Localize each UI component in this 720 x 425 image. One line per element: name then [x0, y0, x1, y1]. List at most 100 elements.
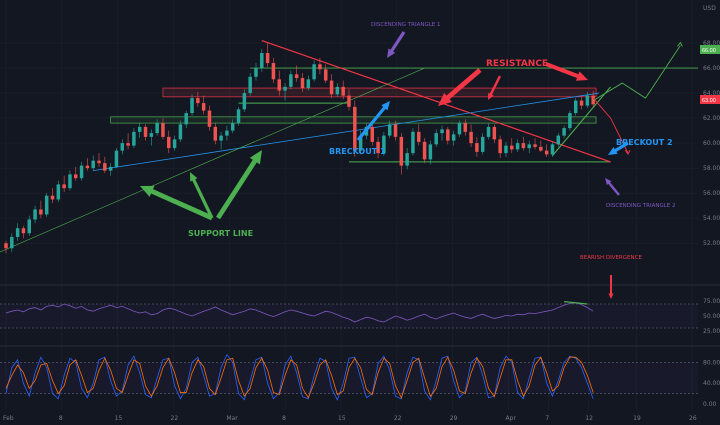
stoch-tick-label: 0.00	[703, 401, 717, 408]
price-tick-label: 64.00	[703, 90, 720, 97]
time-tick-label: Apr	[506, 415, 517, 422]
candle-body	[556, 135, 561, 145]
descending-triangle-2-label: DISCENDING TRIANGLE 2	[606, 203, 676, 209]
resistance-zone	[162, 87, 597, 98]
rsi-tick-label: 25.00	[703, 328, 720, 335]
breakout-2-label: BRECKOUT 2	[616, 138, 673, 147]
candle-body	[335, 86, 340, 95]
candle-body	[376, 141, 380, 154]
candle-body	[103, 163, 107, 171]
rsi-line	[5, 302, 594, 323]
price-tick-label: 60.00	[703, 140, 720, 147]
candle-body	[236, 109, 241, 124]
candle-body	[79, 165, 84, 179]
candle-body	[289, 74, 293, 87]
candle-body	[230, 123, 235, 131]
candle-body	[91, 160, 95, 169]
candle-body	[510, 145, 514, 150]
candle-body	[457, 123, 462, 135]
divergence-arrow	[608, 275, 614, 299]
time-tick-label: Feb	[3, 415, 14, 422]
candle-body	[492, 126, 497, 140]
candle-body	[573, 100, 578, 114]
candle-body	[178, 124, 183, 140]
price-tick-label: 52.00	[703, 240, 720, 247]
stoch-rsi-pane	[0, 353, 698, 401]
triangle-1-arrow	[387, 31, 406, 58]
candle-body	[172, 139, 177, 149]
price-tick-label: 62.00	[703, 115, 720, 122]
candle-body	[283, 86, 287, 91]
candle-body	[515, 143, 520, 150]
time-tick-label: 22	[171, 415, 179, 422]
resistance-label: RESISTANCE	[486, 59, 548, 69]
candle-body	[585, 95, 590, 106]
candle-body	[411, 131, 415, 154]
candle-body	[21, 228, 26, 234]
projection-up-path	[592, 45, 681, 101]
candle-body	[498, 139, 502, 154]
candle-body	[568, 113, 572, 129]
time-tick-label: 19	[633, 415, 641, 422]
breakout-1-label: BRECKOUT 1	[329, 147, 386, 156]
candle-body	[126, 143, 130, 146]
candle-body	[422, 141, 427, 160]
candle-body	[329, 80, 334, 95]
support-arrow-left	[140, 185, 213, 221]
candle-body	[120, 143, 125, 151]
time-tick-label: 22	[394, 415, 402, 422]
candle-body	[539, 146, 543, 151]
candle-body	[62, 184, 66, 189]
current-price-tag-text: 63.00	[702, 98, 716, 104]
projection-down-path	[592, 97, 629, 154]
price-tick-label: 68.00	[703, 40, 720, 47]
upper-level-tag	[700, 45, 720, 54]
candle-body	[201, 103, 206, 111]
support-arrow-right	[215, 150, 262, 220]
candle-body	[271, 63, 276, 80]
candle-body	[527, 144, 531, 149]
candle-body	[33, 209, 37, 220]
candle-body	[399, 136, 404, 166]
time-tick-label: 12	[585, 415, 593, 422]
time-tick-label: 7	[545, 415, 549, 422]
candle-body	[294, 74, 299, 79]
candle-body	[213, 126, 218, 141]
candle-body	[39, 209, 43, 215]
candle-body	[434, 133, 438, 145]
triangle-2-arrow	[605, 178, 620, 196]
support-line-label: SUPPORT LINE	[188, 229, 253, 238]
support-arrow-mid	[190, 172, 214, 219]
candle-body	[341, 86, 345, 96]
stoch-tick-label: 80.00	[703, 359, 720, 366]
rsi-band	[0, 304, 698, 328]
candle-body	[196, 98, 200, 104]
price-tick-label: 54.00	[703, 215, 720, 222]
price-tick-label: 58.00	[703, 165, 720, 172]
candle-body	[74, 174, 78, 179]
candle-body	[143, 126, 148, 137]
candle-body	[347, 95, 351, 107]
candle-body	[370, 126, 374, 142]
price-tick-label: 56.00	[703, 190, 720, 197]
resistance-arrow-2	[488, 75, 502, 100]
resistance-arrow-3	[545, 62, 588, 81]
candle-body	[382, 135, 386, 154]
stoch-tick-label: 40.00	[703, 380, 720, 387]
candle-body	[393, 124, 398, 137]
upper-level-tag-text: 66.00	[702, 48, 716, 54]
candle-body	[358, 135, 363, 151]
time-tick-label: 29	[450, 415, 458, 422]
projection-down-arrowhead	[624, 149, 631, 155]
candle-body	[318, 64, 322, 70]
candle-body	[10, 236, 14, 249]
resistance-arrow-1	[438, 68, 482, 106]
candle-body	[254, 68, 258, 77]
candle-body	[97, 160, 101, 164]
candle-body	[300, 78, 305, 89]
candle-body	[579, 100, 584, 106]
candle-body	[440, 129, 444, 134]
candle-body	[132, 131, 136, 146]
